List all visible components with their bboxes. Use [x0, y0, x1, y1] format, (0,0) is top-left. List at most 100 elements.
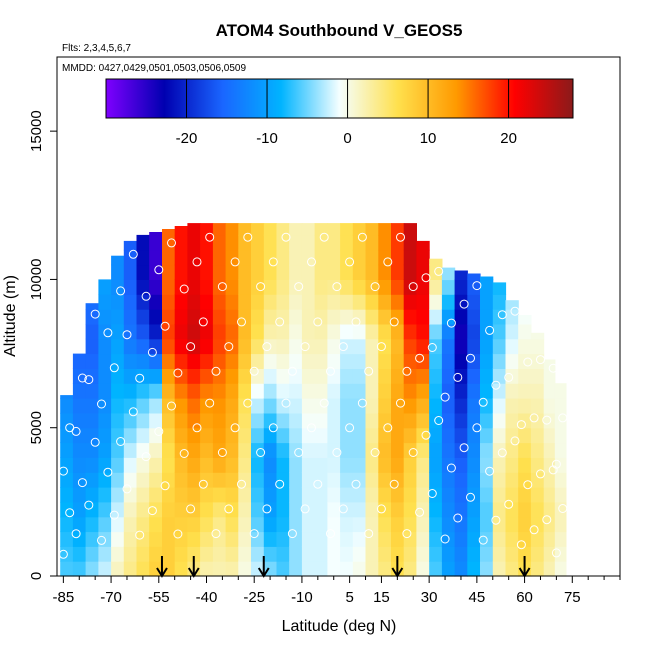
heatmap-cell — [530, 338, 545, 355]
heatmap-cell — [429, 546, 443, 562]
heatmap-cell — [136, 516, 150, 533]
heatmap-cell — [123, 294, 138, 310]
heatmap-cell — [327, 472, 341, 488]
colorbar: -20 -10 0 10 20 — [105, 78, 574, 147]
heatmap-cell — [238, 338, 252, 355]
heatmap-cell — [200, 338, 214, 355]
heatmap-cell — [123, 427, 138, 444]
heatmap-cell — [301, 442, 316, 458]
sample-marker — [262, 504, 272, 514]
heatmap-cell — [136, 427, 150, 444]
sample-marker — [415, 507, 425, 517]
heatmap-cell — [340, 398, 354, 414]
heatmap-cell — [352, 561, 367, 577]
sample-marker — [275, 479, 285, 489]
heatmap-cell — [441, 323, 456, 340]
heatmap-cell — [327, 323, 341, 340]
heatmap-cell — [72, 561, 87, 577]
heatmap-cell — [187, 249, 201, 266]
sample-marker — [97, 535, 106, 545]
heatmap-cell — [276, 323, 290, 340]
sample-marker — [268, 257, 278, 267]
sample-marker — [128, 249, 138, 259]
heatmap-cell — [123, 309, 138, 325]
heatmap-cell — [238, 412, 252, 429]
heatmap-cell — [162, 472, 176, 488]
heatmap-cell — [365, 223, 379, 236]
heatmap-cell — [263, 398, 278, 414]
heatmap-cell — [454, 427, 468, 444]
heatmap-cell — [554, 501, 567, 518]
flights-annotation: Flts: 2,3,4,5,6,7 — [62, 43, 131, 54]
sample-marker — [421, 430, 431, 440]
heatmap-cell — [391, 338, 405, 355]
heatmap-cell — [174, 309, 188, 325]
heatmap-cell — [467, 294, 481, 310]
heatmap-cell — [480, 368, 494, 384]
heatmap-cell — [301, 472, 316, 488]
heatmap-cell — [98, 427, 112, 444]
y-tick-label: 15000 — [28, 110, 45, 152]
heatmap-cell — [200, 412, 214, 429]
heatmap-cell — [187, 368, 201, 384]
heatmap-cell — [543, 457, 556, 473]
y-axis-label: Altitude (m) — [2, 275, 19, 357]
heatmap-cell — [162, 487, 176, 503]
sample-marker — [364, 366, 374, 376]
heatmap-cell — [340, 279, 354, 295]
heatmap-cell — [352, 368, 367, 384]
heatmap-cell — [174, 323, 188, 340]
heatmap-cell — [162, 546, 176, 562]
heatmap-cell — [530, 531, 545, 547]
heatmap-cell — [454, 412, 468, 429]
heatmap-cell — [391, 501, 405, 518]
sample-marker — [466, 492, 475, 502]
heatmap-cell — [314, 249, 328, 266]
heatmap-cell — [530, 332, 545, 340]
heatmap-cell — [111, 561, 125, 577]
sample-marker — [440, 392, 450, 402]
heatmap-cell — [289, 398, 303, 414]
heatmap-cell — [365, 412, 379, 429]
heatmap-cell — [340, 249, 354, 266]
heatmap-cell — [187, 487, 201, 503]
heatmap-cell — [441, 398, 456, 414]
x-tick-label: -10 — [291, 589, 313, 606]
heatmap-cell — [149, 323, 163, 340]
heatmap-cell — [543, 561, 556, 577]
heatmap-cell — [429, 442, 443, 458]
x-tick-label: 75 — [564, 589, 581, 606]
sample-marker — [510, 306, 520, 316]
heatmap-cell — [111, 472, 125, 488]
heatmap-cell — [212, 442, 227, 458]
sample-marker — [77, 373, 87, 383]
sample-marker — [122, 484, 132, 494]
heatmap-cell — [123, 487, 138, 503]
heatmap-cell — [403, 309, 417, 325]
heatmap-cell — [212, 501, 227, 518]
heatmap-cell — [441, 561, 456, 577]
heatmap-cell — [480, 472, 494, 488]
heatmap-cell — [98, 546, 112, 562]
heatmap-cell — [352, 294, 367, 310]
sample-marker — [186, 504, 196, 514]
heatmap-cell — [301, 264, 316, 280]
heatmap-cell — [60, 395, 74, 399]
heatmap-cell — [441, 279, 456, 295]
sample-marker — [71, 426, 81, 436]
heatmap-cell — [429, 264, 443, 280]
heatmap-cell — [403, 501, 417, 518]
heatmap-cell — [391, 457, 405, 473]
heatmap-cell — [85, 398, 99, 414]
heatmap-cell — [416, 442, 430, 458]
sample-marker — [548, 363, 558, 373]
heatmap-cell — [225, 412, 239, 429]
heatmap-cell — [416, 457, 430, 473]
heatmap-cell — [251, 516, 265, 533]
heatmap-cell — [365, 323, 379, 340]
sample-marker — [466, 353, 475, 363]
heatmap-cell — [378, 279, 392, 295]
heatmap-cell — [225, 383, 239, 399]
sample-marker — [294, 282, 304, 292]
heatmap-cell — [289, 234, 303, 251]
